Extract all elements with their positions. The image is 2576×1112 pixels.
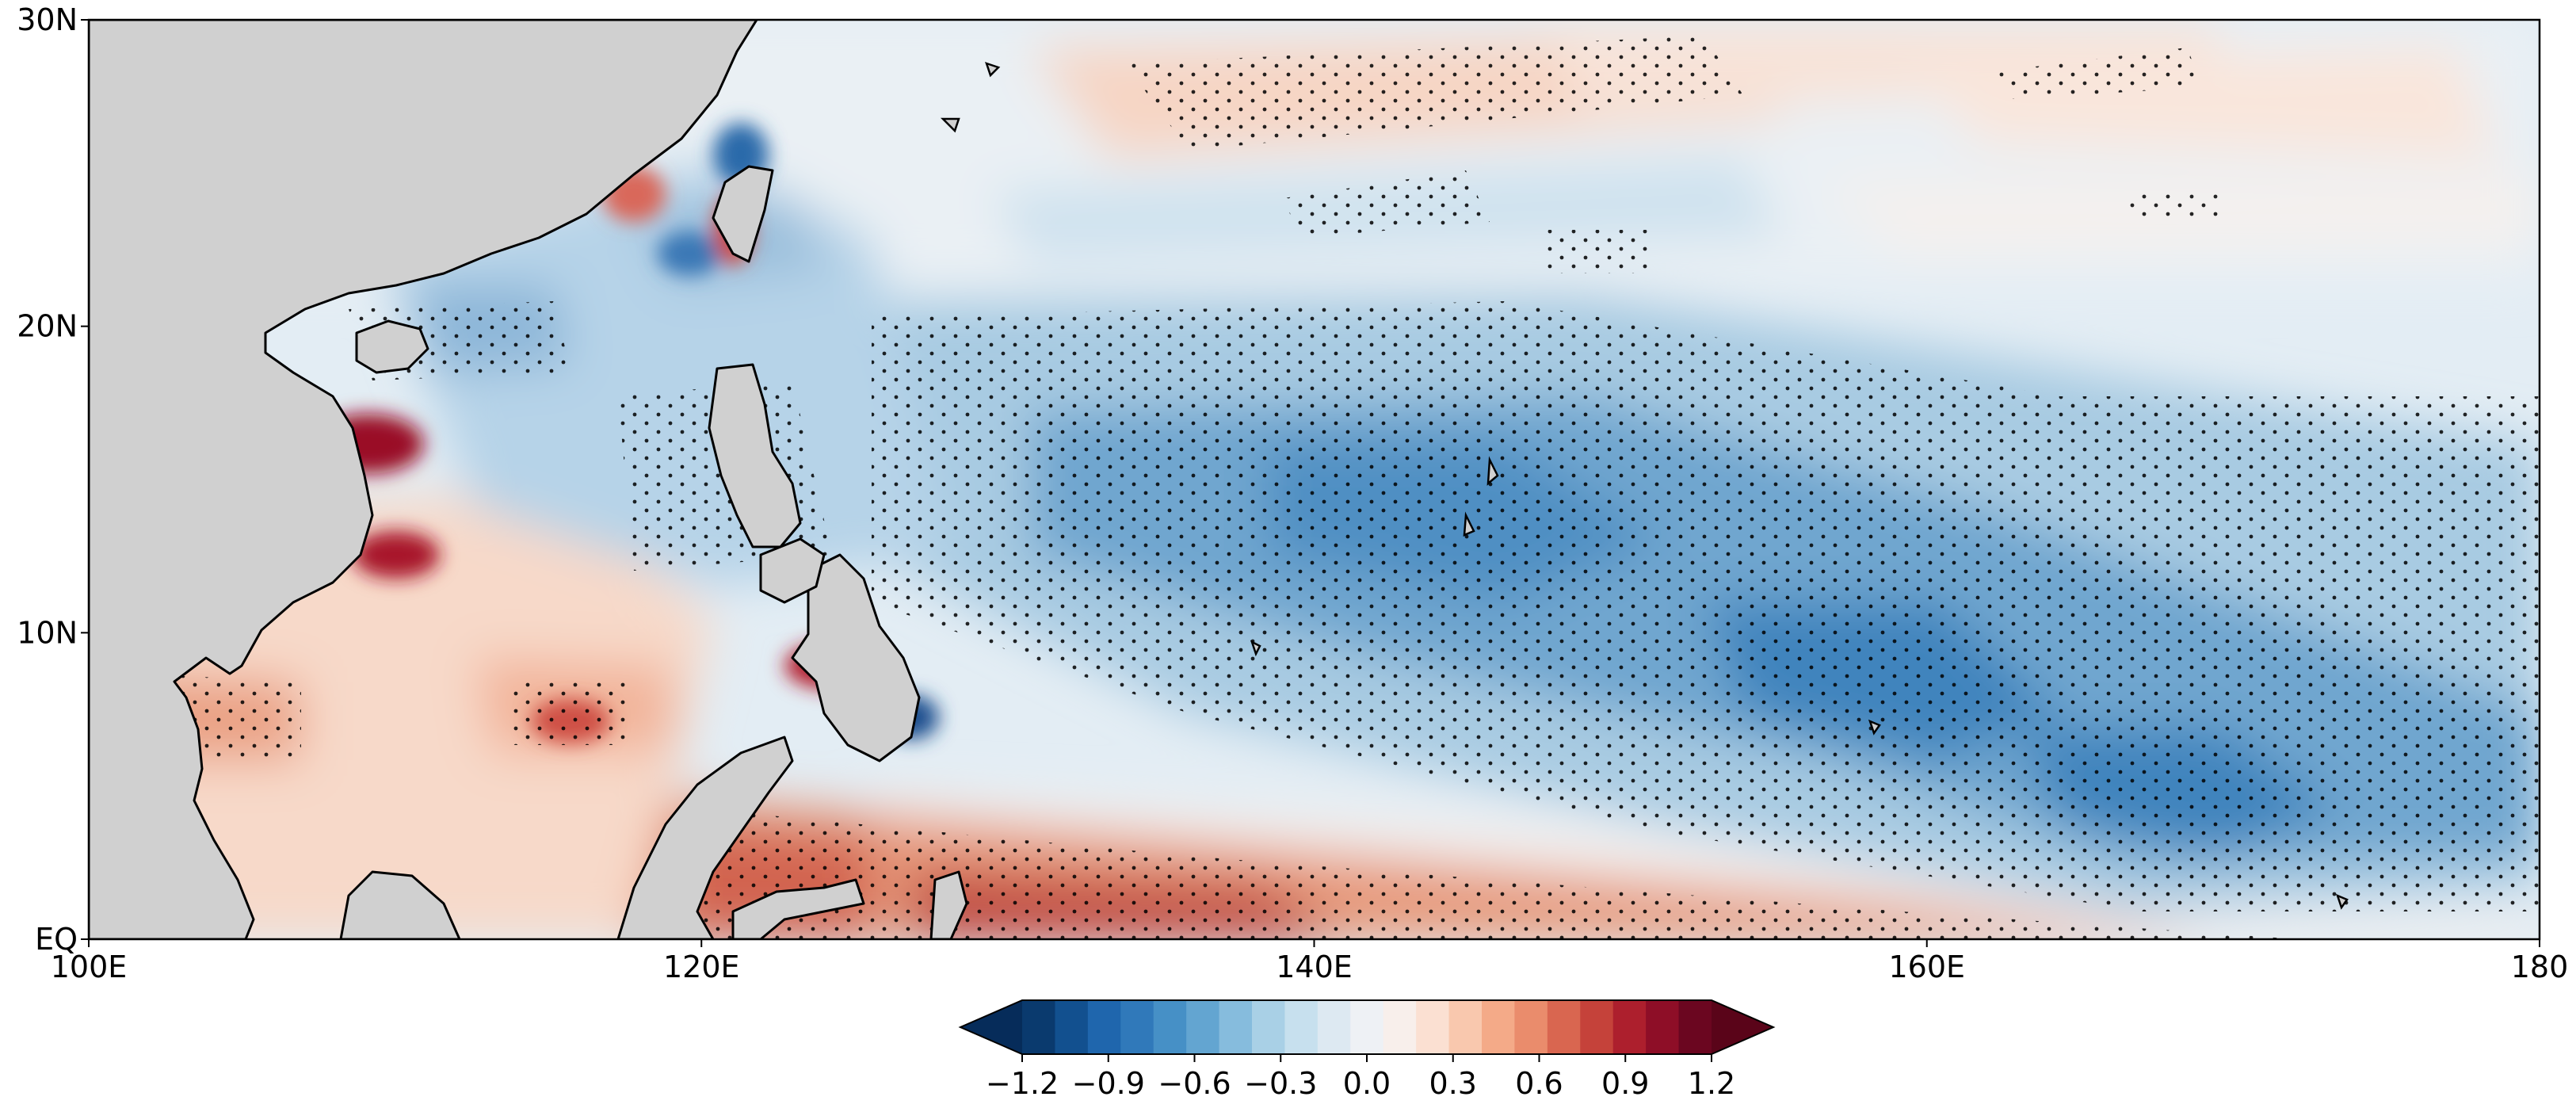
colorbar-tick-label: 1.2 bbox=[1688, 1066, 1735, 1101]
colorbar-swatch bbox=[1186, 1000, 1220, 1054]
visayas-islands bbox=[759, 537, 826, 604]
colorbar-swatch bbox=[1383, 1000, 1417, 1054]
y-tick-label: 20N bbox=[17, 309, 78, 344]
small-islands bbox=[940, 62, 2349, 910]
colorbar-swatch bbox=[1219, 1000, 1253, 1054]
y-tick-label: 10N bbox=[17, 615, 78, 650]
colorbar-tick-label: 0.6 bbox=[1515, 1066, 1563, 1101]
colorbar-swatch bbox=[1580, 1000, 1614, 1054]
colorbar-swatch bbox=[1482, 1000, 1516, 1054]
mainland-asia-land bbox=[89, 20, 758, 939]
colorbar-tick-label: −0.9 bbox=[1072, 1066, 1145, 1101]
colorbar-swatch bbox=[1646, 1000, 1680, 1054]
colorbar-swatch bbox=[1678, 1000, 1712, 1054]
x-axis: 100E 120E 140E 160E 180 bbox=[51, 939, 2569, 984]
sulawesi-island bbox=[731, 878, 865, 939]
y-tick-label: 30N bbox=[17, 2, 78, 37]
colorbar-swatch bbox=[1416, 1000, 1450, 1054]
hainan-island bbox=[355, 319, 429, 374]
colorbar-extend-low bbox=[960, 1000, 1022, 1054]
colorbar-swatch bbox=[1284, 1000, 1319, 1054]
x-tick-label: 180 bbox=[2511, 950, 2569, 984]
colorbar-tick-label: −0.3 bbox=[1244, 1066, 1317, 1101]
colorbar-swatch bbox=[1350, 1000, 1384, 1054]
colorbar-swatch bbox=[1547, 1000, 1581, 1054]
mindanao-island bbox=[791, 553, 921, 762]
colorbar-tick-label: −1.2 bbox=[986, 1066, 1059, 1101]
colorbar-tick-label: −0.6 bbox=[1158, 1066, 1231, 1101]
taiwan-island bbox=[712, 165, 774, 263]
colorbar-swatch bbox=[1120, 1000, 1154, 1054]
y-tick-label: EQ bbox=[35, 922, 78, 957]
colorbar-tick-label: 0.9 bbox=[1601, 1066, 1649, 1101]
halmahera-island bbox=[929, 870, 968, 939]
malay-peninsula-land bbox=[339, 870, 461, 939]
colorbar-swatch bbox=[1317, 1000, 1351, 1054]
borneo-island bbox=[616, 736, 794, 939]
colorbar-swatch bbox=[1022, 1000, 1056, 1054]
land-masses bbox=[89, 20, 968, 939]
colorbar-tick-label: 0.3 bbox=[1429, 1066, 1477, 1101]
colorbar-swatch bbox=[1087, 1000, 1121, 1054]
luzon-island bbox=[708, 363, 802, 548]
colorbar-swatch bbox=[1612, 1000, 1647, 1054]
colorbar-swatch bbox=[1153, 1000, 1187, 1054]
x-tick-label: 140E bbox=[1276, 950, 1353, 984]
colorbar-swatch bbox=[1514, 1000, 1548, 1054]
x-tick-label: 160E bbox=[1888, 950, 1965, 984]
x-tick-label: 100E bbox=[51, 950, 128, 984]
colorbar-swatch bbox=[1252, 1000, 1286, 1054]
y-axis: EQ 10N 20N 30N bbox=[17, 2, 89, 957]
colorbar-swatch bbox=[1448, 1000, 1483, 1054]
colorbar-swatch bbox=[1055, 1000, 1089, 1054]
colorbar-extend-high bbox=[1712, 1000, 1773, 1054]
colorbar: −1.2 −0.9 −0.6 −0.3 0.0 0.3 0.6 0.9 1.2 bbox=[958, 999, 1776, 1101]
map-plot-area bbox=[89, 20, 2540, 939]
x-tick-label: 120E bbox=[663, 950, 740, 984]
colorbar-tick-label: 0.0 bbox=[1343, 1066, 1391, 1101]
